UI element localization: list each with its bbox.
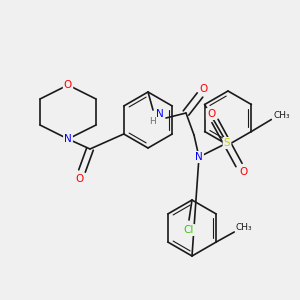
Text: S: S <box>224 138 230 148</box>
Text: O: O <box>239 167 247 177</box>
Text: N: N <box>195 152 203 162</box>
Text: O: O <box>200 84 208 94</box>
Text: H: H <box>150 118 156 127</box>
Text: O: O <box>64 80 72 90</box>
Text: Cl: Cl <box>184 225 194 235</box>
Text: O: O <box>76 174 84 184</box>
Text: O: O <box>207 109 215 119</box>
Text: CH₃: CH₃ <box>236 224 253 232</box>
Text: CH₃: CH₃ <box>273 111 290 120</box>
Text: N: N <box>64 134 72 144</box>
Text: N: N <box>156 109 164 119</box>
